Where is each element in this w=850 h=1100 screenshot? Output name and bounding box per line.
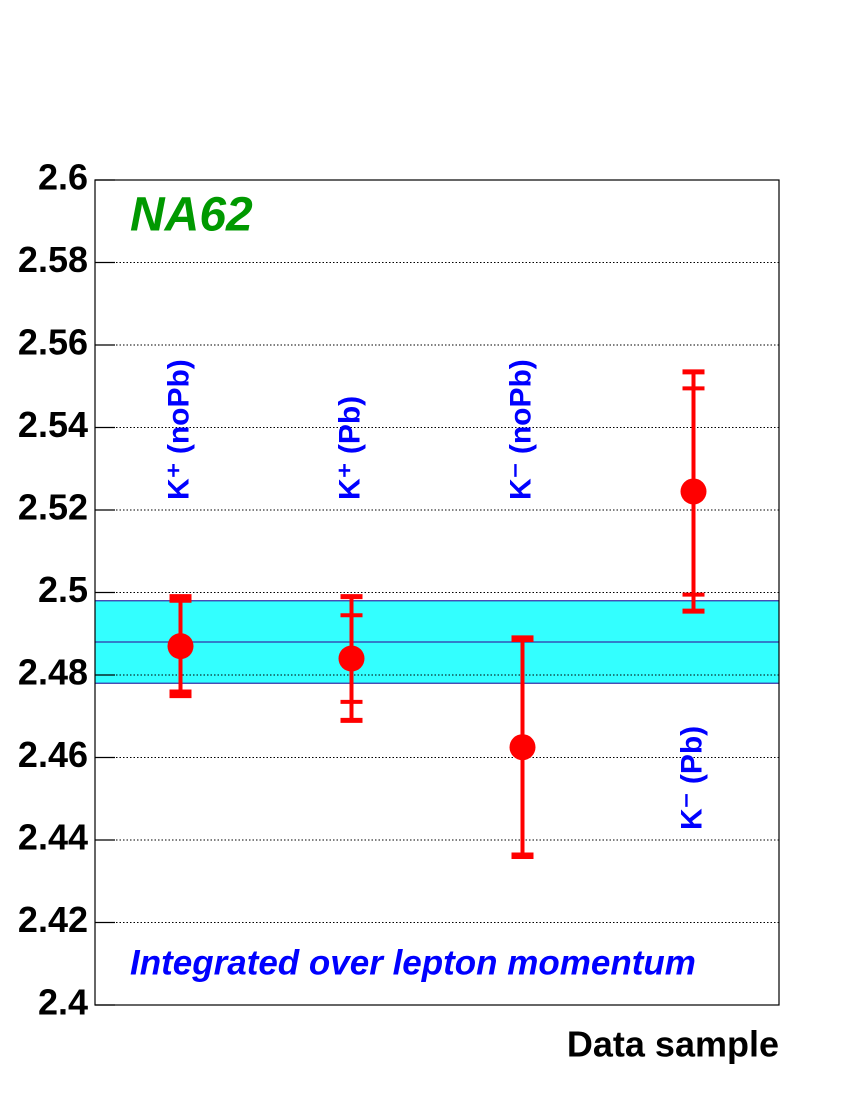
data-point bbox=[680, 478, 707, 505]
x-axis-label: Data sample bbox=[567, 1024, 779, 1065]
data-point bbox=[167, 633, 194, 660]
y-tick-label: 2.44 bbox=[18, 817, 88, 858]
y-tick-label: 2.5 bbox=[38, 569, 88, 610]
y-tick-label: 2.54 bbox=[18, 404, 88, 445]
category-label: K⁻ (noPb) bbox=[504, 359, 537, 500]
plot-frame bbox=[94, 179, 780, 1006]
y-tick-label: 2.42 bbox=[18, 899, 88, 940]
data-point bbox=[338, 645, 365, 672]
y-tick-label: 2.46 bbox=[18, 734, 88, 775]
y-tick-label: 2.52 bbox=[18, 487, 88, 528]
chart-title: NA62 bbox=[130, 189, 253, 242]
category-label: K⁺ (Pb) bbox=[333, 396, 366, 500]
y-tick-label: 2.6 bbox=[38, 157, 88, 198]
annotation: Integrated over lepton momentum bbox=[130, 943, 696, 982]
y-tick-label: 2.4 bbox=[38, 982, 88, 1023]
category-label: K⁻ (Pb) bbox=[675, 726, 708, 830]
category-label: K⁺ (noPb) bbox=[162, 359, 195, 500]
data-point bbox=[509, 734, 536, 761]
y-tick-label: 2.48 bbox=[18, 652, 88, 693]
y-tick-label: 2.58 bbox=[18, 239, 88, 280]
y-tick-label: 2.56 bbox=[18, 322, 88, 363]
